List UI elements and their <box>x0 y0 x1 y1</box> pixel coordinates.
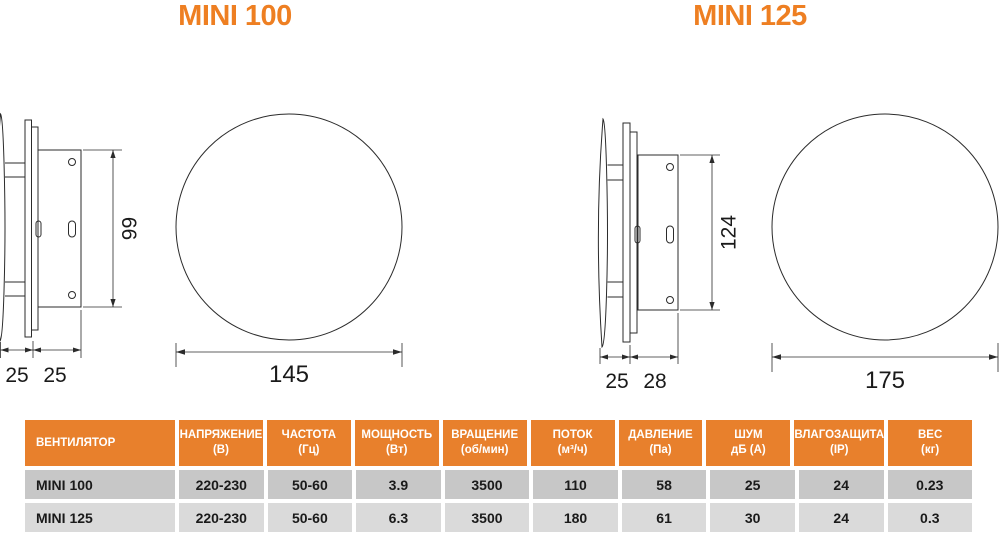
dimension-diameter: 175 <box>865 367 905 394</box>
table-header-row: ВЕНТИЛЯТОР НАПРЯЖЕНИЕ (В) ЧАСТОТА (Гц) М… <box>25 420 973 466</box>
table-cell: 24 <box>798 470 884 499</box>
dimension-height: 99 <box>119 217 141 240</box>
table-cell-model: MINI 125 <box>25 503 175 532</box>
table-cell: 110 <box>533 470 618 499</box>
table-cell: 220-230 <box>179 470 264 499</box>
table-cell: 30 <box>710 503 795 532</box>
table-cell: 6.3 <box>356 503 441 532</box>
table-cell: 24 <box>798 503 884 532</box>
table-cell: 50-60 <box>267 470 353 499</box>
screw-hole-top <box>68 158 76 166</box>
dimension-height: 124 <box>718 215 741 250</box>
table-cell: 3500 <box>444 503 530 532</box>
dimension-depth-2: 28 <box>643 370 666 393</box>
table-cell: 0.23 <box>887 470 973 499</box>
fan-face-circle <box>175 113 403 341</box>
mini-125-side-view-drawing: 124 25 28 <box>597 117 741 393</box>
screw-hole-bottom <box>666 296 674 304</box>
column-header-weight: ВЕС (кг) <box>888 420 973 466</box>
column-header-fan: ВЕНТИЛЯТОР <box>25 420 175 466</box>
dimension-depth-2: 25 <box>43 364 66 387</box>
table-cell: 50-60 <box>267 503 353 532</box>
screw-hole-top <box>666 163 674 171</box>
column-header-noise: ШУМ дБ (А) <box>706 420 791 466</box>
column-header-airflow: ПОТОК (м³/ч) <box>530 420 615 466</box>
dimension-diameter: 145 <box>269 361 309 388</box>
column-header-rotation: ВРАЩЕНИЕ (об/мин) <box>442 420 527 466</box>
table-cell-model: MINI 100 <box>25 470 175 499</box>
product-title-mini-125: MINI 125 <box>693 0 807 32</box>
specs-table: ВЕНТИЛЯТОР НАПРЯЖЕНИЕ (В) ЧАСТОТА (Гц) М… <box>25 420 973 536</box>
table-row-mini-100: MINI 100 220-230 50-60 3.9 3500 110 58 2… <box>25 470 973 499</box>
mini-100-front-view-drawing: 145 <box>175 113 403 388</box>
table-cell: 180 <box>533 503 618 532</box>
dimension-depth-1: 25 <box>5 364 28 387</box>
column-header-pressure: ДАВЛЕНИЕ (Па) <box>618 420 703 466</box>
table-cell: 61 <box>621 503 707 532</box>
slot-hole-middle <box>68 220 76 238</box>
table-cell: 3500 <box>444 470 530 499</box>
table-cell: 0.3 <box>887 503 973 532</box>
fan-face-circle <box>771 113 999 341</box>
mini-100-side-view-drawing: 99 25 25 <box>0 112 141 387</box>
column-header-frequency: ЧАСТОТА (Гц) <box>266 420 351 466</box>
screw-hole-bottom <box>68 291 76 299</box>
column-header-ip-rating: ВЛАГОЗАЩИТА (IP) <box>794 420 885 466</box>
dimension-depth-1: 25 <box>605 370 628 393</box>
product-title-mini-100: MINI 100 <box>178 0 292 32</box>
slot-hole-middle <box>666 225 674 244</box>
table-cell: 58 <box>621 470 707 499</box>
table-row-mini-125: MINI 125 220-230 50-60 6.3 3500 180 61 3… <box>25 503 973 532</box>
mini-125-front-view-drawing: 175 <box>771 113 999 394</box>
table-cell: 3.9 <box>356 470 441 499</box>
column-header-power: МОЩНОСТЬ (Вт) <box>354 420 439 466</box>
table-cell: 220-230 <box>179 503 264 532</box>
table-cell: 25 <box>710 470 795 499</box>
column-header-voltage: НАПРЯЖЕНИЕ (В) <box>179 420 263 466</box>
